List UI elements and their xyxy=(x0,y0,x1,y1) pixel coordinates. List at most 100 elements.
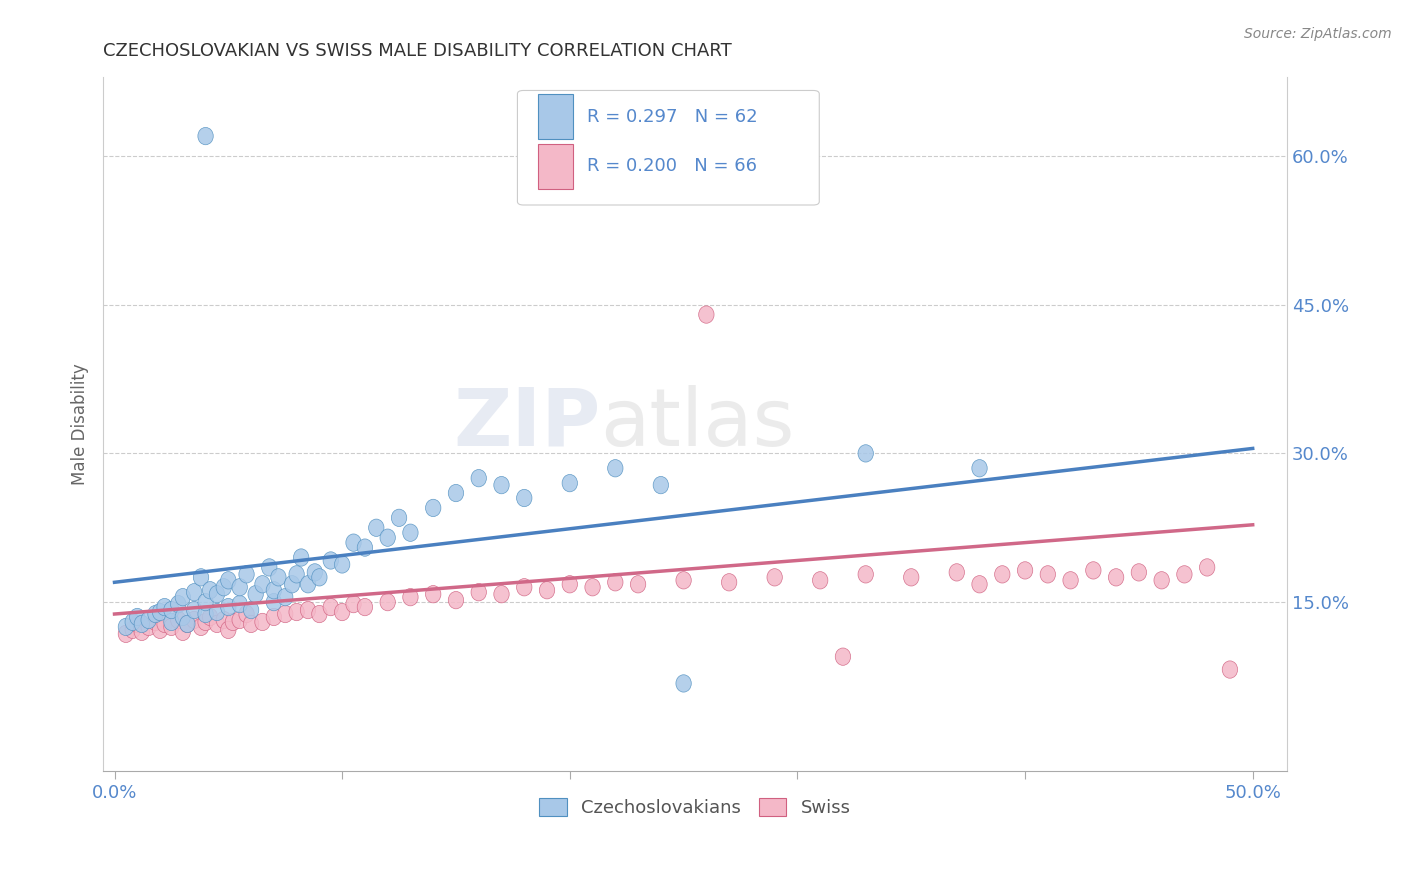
Ellipse shape xyxy=(1108,569,1123,586)
Ellipse shape xyxy=(312,569,328,586)
Ellipse shape xyxy=(217,611,232,629)
Ellipse shape xyxy=(152,621,167,639)
Ellipse shape xyxy=(335,603,350,621)
Ellipse shape xyxy=(176,589,190,606)
Ellipse shape xyxy=(129,608,145,625)
Ellipse shape xyxy=(254,575,270,593)
Ellipse shape xyxy=(125,621,141,639)
Ellipse shape xyxy=(426,585,441,603)
Text: atlas: atlas xyxy=(600,384,794,463)
Ellipse shape xyxy=(307,564,322,581)
FancyBboxPatch shape xyxy=(537,94,574,139)
Ellipse shape xyxy=(288,603,304,621)
Ellipse shape xyxy=(294,549,309,566)
Ellipse shape xyxy=(494,476,509,494)
Ellipse shape xyxy=(301,575,316,593)
Ellipse shape xyxy=(239,606,254,623)
Ellipse shape xyxy=(277,589,292,606)
Ellipse shape xyxy=(202,608,218,625)
Ellipse shape xyxy=(368,519,384,536)
Ellipse shape xyxy=(972,575,987,593)
Ellipse shape xyxy=(323,552,339,569)
Y-axis label: Male Disability: Male Disability xyxy=(72,363,89,484)
Ellipse shape xyxy=(225,614,240,631)
Ellipse shape xyxy=(198,606,214,623)
FancyBboxPatch shape xyxy=(517,90,820,205)
Ellipse shape xyxy=(1085,562,1101,579)
Ellipse shape xyxy=(346,534,361,551)
Ellipse shape xyxy=(163,601,179,619)
Ellipse shape xyxy=(271,569,285,586)
Ellipse shape xyxy=(176,608,190,625)
Legend: Czechoslovakians, Swiss: Czechoslovakians, Swiss xyxy=(533,790,858,824)
Ellipse shape xyxy=(163,614,179,631)
Ellipse shape xyxy=(676,674,692,692)
Ellipse shape xyxy=(380,593,395,611)
Text: CZECHOSLOVAKIAN VS SWISS MALE DISABILITY CORRELATION CHART: CZECHOSLOVAKIAN VS SWISS MALE DISABILITY… xyxy=(103,42,733,60)
Ellipse shape xyxy=(721,574,737,591)
Ellipse shape xyxy=(288,566,304,583)
Ellipse shape xyxy=(209,615,225,632)
Ellipse shape xyxy=(1063,572,1078,589)
Ellipse shape xyxy=(471,583,486,601)
Text: Source: ZipAtlas.com: Source: ZipAtlas.com xyxy=(1244,27,1392,41)
Ellipse shape xyxy=(858,566,873,583)
Ellipse shape xyxy=(607,574,623,591)
Ellipse shape xyxy=(516,490,531,507)
Ellipse shape xyxy=(221,572,236,589)
Ellipse shape xyxy=(1177,566,1192,583)
Ellipse shape xyxy=(209,585,225,603)
Ellipse shape xyxy=(994,566,1010,583)
Ellipse shape xyxy=(148,606,163,623)
Ellipse shape xyxy=(125,614,141,631)
Ellipse shape xyxy=(262,558,277,576)
Ellipse shape xyxy=(402,589,418,606)
Ellipse shape xyxy=(676,572,692,589)
Ellipse shape xyxy=(187,583,202,601)
Ellipse shape xyxy=(494,585,509,603)
Ellipse shape xyxy=(209,603,225,621)
Ellipse shape xyxy=(129,615,145,632)
Ellipse shape xyxy=(198,614,214,631)
Ellipse shape xyxy=(141,618,156,636)
Ellipse shape xyxy=(766,569,782,586)
Ellipse shape xyxy=(312,606,328,623)
Ellipse shape xyxy=(163,618,179,636)
Ellipse shape xyxy=(118,625,134,642)
Ellipse shape xyxy=(585,579,600,596)
Ellipse shape xyxy=(1132,564,1146,581)
Ellipse shape xyxy=(972,459,987,477)
Text: ZIP: ZIP xyxy=(453,384,600,463)
Ellipse shape xyxy=(607,459,623,477)
Ellipse shape xyxy=(198,128,214,145)
Ellipse shape xyxy=(1222,661,1237,678)
Ellipse shape xyxy=(1154,572,1170,589)
Ellipse shape xyxy=(232,596,247,613)
Ellipse shape xyxy=(148,614,163,631)
Ellipse shape xyxy=(141,611,156,629)
Ellipse shape xyxy=(449,591,464,609)
Ellipse shape xyxy=(949,564,965,581)
Ellipse shape xyxy=(904,569,920,586)
Ellipse shape xyxy=(835,648,851,665)
Ellipse shape xyxy=(1018,562,1033,579)
Ellipse shape xyxy=(516,579,531,596)
Ellipse shape xyxy=(858,445,873,462)
Ellipse shape xyxy=(202,582,218,599)
Ellipse shape xyxy=(402,524,418,541)
Ellipse shape xyxy=(1040,566,1056,583)
Ellipse shape xyxy=(187,611,202,629)
Ellipse shape xyxy=(198,593,214,611)
Ellipse shape xyxy=(426,500,441,516)
Ellipse shape xyxy=(232,579,247,596)
Ellipse shape xyxy=(357,539,373,557)
Ellipse shape xyxy=(346,596,361,613)
Ellipse shape xyxy=(540,582,555,599)
Ellipse shape xyxy=(391,509,406,526)
Ellipse shape xyxy=(449,484,464,501)
Ellipse shape xyxy=(301,601,316,619)
Ellipse shape xyxy=(654,476,668,494)
Ellipse shape xyxy=(239,566,254,583)
Text: R = 0.200   N = 66: R = 0.200 N = 66 xyxy=(588,157,758,175)
Ellipse shape xyxy=(221,621,236,639)
